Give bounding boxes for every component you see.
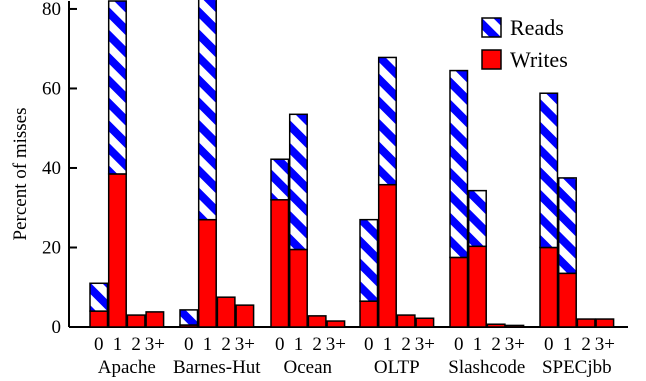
x-sublabel: 0 <box>454 334 464 355</box>
bar-writes <box>288 248 308 328</box>
bar-writes <box>539 246 559 328</box>
bar-writes <box>326 320 346 328</box>
x-group-label: Barnes-Hut <box>173 357 261 378</box>
x-sublabel: 1 <box>203 334 213 355</box>
bar-reads <box>359 218 379 302</box>
bar-reads <box>377 56 397 186</box>
x-group-label: Apache <box>98 357 156 378</box>
bar-reads <box>449 69 469 259</box>
x-group-label: Ocean <box>284 357 333 378</box>
x-sublabel: 1 <box>113 334 123 355</box>
bar-reads <box>557 177 577 275</box>
bar-writes <box>270 199 290 328</box>
bar-writes <box>377 183 397 328</box>
bar-writes <box>415 317 435 328</box>
x-group-label: OLTP <box>374 357 420 378</box>
legend-swatch-reads <box>481 17 502 38</box>
bar-reads <box>270 158 290 201</box>
bar-writes <box>449 256 469 328</box>
legend-swatch-writes <box>481 49 502 70</box>
legend-label-writes: Writes <box>510 47 568 72</box>
x-sublabel: 3+ <box>326 334 346 355</box>
bar-writes <box>145 311 165 328</box>
y-tick-label: 20 <box>42 237 61 258</box>
bar-writes <box>359 300 379 328</box>
x-sublabel: 1 <box>383 334 393 355</box>
x-sublabel: 2 <box>581 334 591 355</box>
x-sublabel: 2 <box>401 334 411 355</box>
bar-writes <box>505 324 525 328</box>
x-sublabel: 1 <box>294 334 304 355</box>
x-sublabel: 2 <box>312 334 322 355</box>
bar-writes <box>396 314 416 328</box>
y-tick-label: 40 <box>42 158 61 179</box>
y-tick-label: 80 <box>42 0 61 20</box>
bar-writes <box>216 296 236 328</box>
bar-writes <box>107 173 127 328</box>
x-sublabel: 3+ <box>595 334 615 355</box>
x-sublabel: 0 <box>275 334 285 355</box>
bar-writes <box>235 304 255 328</box>
bar-reads <box>467 189 487 248</box>
bar-writes <box>126 314 146 328</box>
x-sublabel: 2 <box>491 334 501 355</box>
bar-writes <box>307 315 327 328</box>
bar-writes <box>89 310 109 328</box>
x-sublabel: 2 <box>221 334 231 355</box>
x-sublabel: 0 <box>94 334 104 355</box>
x-sublabel: 3+ <box>145 334 165 355</box>
x-sublabel: 3+ <box>505 334 525 355</box>
bar-writes <box>576 318 596 328</box>
x-sublabel: 3+ <box>415 334 435 355</box>
bar-reads <box>197 0 217 221</box>
bar-writes <box>557 272 577 328</box>
bar-reads <box>179 309 199 326</box>
bar-reads <box>89 282 109 312</box>
bar-writes <box>486 323 506 328</box>
bar-writes <box>197 218 217 328</box>
x-sublabel: 3+ <box>235 334 255 355</box>
bar-reads <box>539 92 559 249</box>
x-sublabel: 0 <box>184 334 194 355</box>
x-sublabel: 1 <box>473 334 483 355</box>
x-sublabel: 2 <box>131 334 141 355</box>
x-group-label: Slashcode <box>448 357 525 378</box>
y-tick-label: 60 <box>42 78 61 99</box>
x-group-label: SPECjbb <box>542 357 612 378</box>
legend-label-reads: Reads <box>510 15 564 40</box>
y-axis-title: Percent of misses <box>10 108 31 241</box>
bar-reads <box>107 0 127 175</box>
x-sublabel: 1 <box>563 334 573 355</box>
bar-reads <box>288 113 308 251</box>
y-tick-label: 0 <box>52 317 62 338</box>
x-sublabel: 0 <box>364 334 374 355</box>
bar-writes <box>467 245 487 328</box>
x-sublabel: 0 <box>544 334 554 355</box>
bar-writes <box>595 318 615 328</box>
